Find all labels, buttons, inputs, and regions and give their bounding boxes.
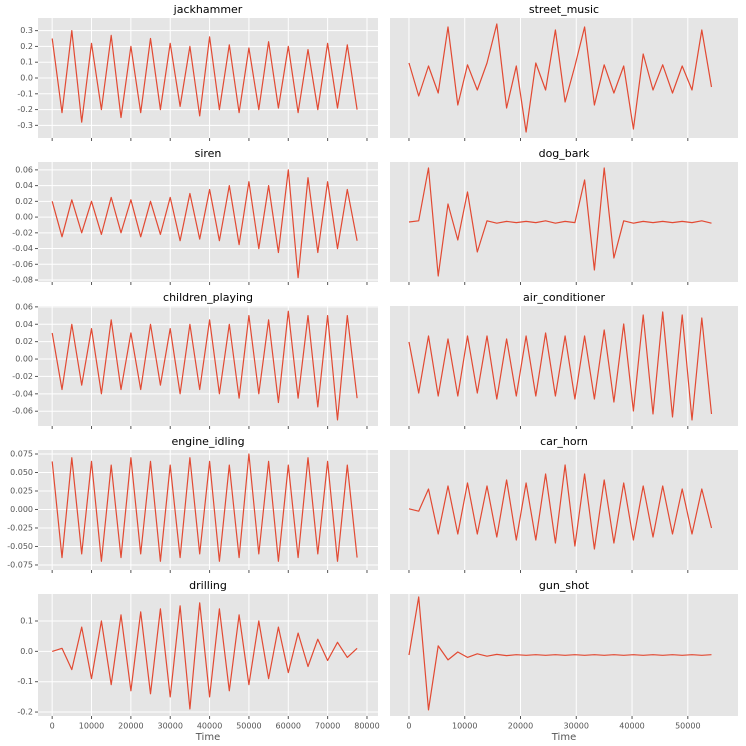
waveform (408, 464, 713, 550)
x-tick-label: 40000 (197, 722, 222, 731)
y-tick-label: -0.1 (17, 89, 33, 98)
waveform (51, 169, 358, 279)
y-tick-label: -0.08 (12, 276, 33, 285)
y-tick-label: 0.04 (15, 181, 33, 190)
plot-area (390, 306, 738, 426)
waveform (51, 310, 358, 421)
waveform (408, 311, 713, 421)
subplot-title: jackhammer (173, 3, 243, 16)
y-tick-label: 0.04 (15, 320, 33, 329)
y-tick-label: 0.0 (20, 647, 33, 656)
y-tick-label: 0.000 (10, 505, 33, 514)
x-tick-label: 10000 (79, 722, 104, 731)
x-tick-label: 30000 (564, 722, 589, 731)
y-tick-label: -0.050 (7, 542, 33, 551)
y-tick-label: -0.02 (12, 228, 33, 237)
y-tick-label: 0.1 (20, 58, 33, 67)
plot-area (38, 450, 378, 570)
y-tick-label: 0.1 (20, 617, 33, 626)
subplot-title: air_conditioner (523, 291, 605, 304)
y-tick-label: -0.3 (17, 121, 33, 130)
x-tick-label: 60000 (276, 722, 301, 731)
plot-area (38, 162, 378, 282)
y-tick-label: 0.06 (15, 302, 33, 311)
subplot-title: dog_bark (539, 147, 590, 160)
y-tick-label: 0.0 (20, 74, 33, 83)
y-tick-label: 0.2 (20, 42, 33, 51)
x-tick-label: 0 (50, 722, 55, 731)
y-tick-label: -0.075 (7, 560, 33, 569)
waveform (51, 453, 358, 562)
x-tick-label: 40000 (619, 722, 644, 731)
x-tick-label: 50000 (675, 722, 700, 731)
x-tick-label: 80000 (354, 722, 379, 731)
subplot-title: children_playing (163, 291, 253, 304)
y-tick-label: -0.025 (7, 523, 33, 532)
plot-area (390, 450, 738, 570)
y-tick-label: -0.02 (12, 372, 33, 381)
x-tick-label: 30000 (157, 722, 182, 731)
plot-area (38, 306, 378, 426)
y-tick-label: -0.04 (12, 389, 33, 398)
x-tick-label: 20000 (508, 722, 533, 731)
plot-area (390, 18, 738, 138)
y-tick-label: 0.06 (15, 165, 33, 174)
y-tick-label: -0.06 (12, 407, 33, 416)
y-tick-label: 0.075 (10, 449, 33, 458)
waveform (408, 23, 713, 133)
subplot-title: drilling (189, 579, 227, 592)
subplot-title: street_music (529, 3, 599, 16)
waveform (408, 167, 712, 277)
x-tick-label: 0 (406, 722, 411, 731)
y-tick-label: 0.02 (15, 197, 33, 206)
subplot-title: car_horn (540, 435, 588, 448)
subplot-title: gun_shot (539, 579, 590, 592)
subplot-title: engine_idling (171, 435, 244, 448)
x-tick-label: 50000 (236, 722, 261, 731)
y-tick-label: 0.050 (10, 468, 33, 477)
y-tick-label: 0.00 (15, 213, 33, 222)
waveform (408, 596, 712, 711)
subplot-title: siren (195, 147, 222, 160)
x-tick-label: 10000 (452, 722, 477, 731)
y-tick-label: -0.2 (17, 708, 33, 717)
x-tick-label: 70000 (315, 722, 340, 731)
waveform (52, 602, 358, 710)
x-axis-label: Time (551, 732, 576, 743)
waveform (51, 30, 358, 123)
y-tick-label: 0.025 (10, 486, 33, 495)
y-tick-label: -0.1 (17, 677, 33, 686)
y-tick-label: -0.06 (12, 260, 33, 269)
y-tick-label: 0.3 (20, 26, 33, 35)
y-tick-label: 0.02 (15, 337, 33, 346)
x-axis-label: Time (195, 732, 220, 743)
y-tick-label: 0.00 (15, 355, 33, 364)
plot-area (38, 594, 378, 716)
y-tick-label: -0.04 (12, 244, 33, 253)
y-tick-label: -0.2 (17, 105, 33, 114)
x-tick-label: 20000 (118, 722, 143, 731)
